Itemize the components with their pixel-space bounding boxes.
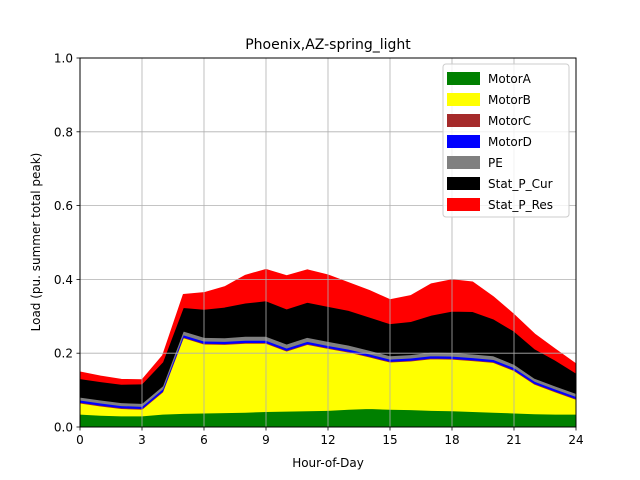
x-tick-label: 21 bbox=[506, 433, 521, 447]
x-tick-label: 3 bbox=[138, 433, 146, 447]
y-tick-label: 0.0 bbox=[54, 421, 73, 435]
chart-title: Phoenix,AZ-spring_light bbox=[245, 37, 411, 53]
legend-swatch-motorb bbox=[447, 93, 480, 106]
x-tick-label: 6 bbox=[200, 433, 208, 447]
x-axis-label: Hour-of-Day bbox=[292, 456, 364, 470]
x-tick-label: 24 bbox=[568, 433, 583, 447]
legend-swatch-stat-p-res bbox=[447, 198, 480, 211]
legend-swatch-motord bbox=[447, 135, 480, 148]
legend-swatch-stat-p-cur bbox=[447, 177, 480, 190]
y-tick-label: 0.6 bbox=[54, 199, 73, 213]
x-tick-label: 12 bbox=[320, 433, 335, 447]
x-axis-ticks: 0 3 6 9 12 15 18 21 24 bbox=[76, 427, 584, 447]
y-tick-label: 0.4 bbox=[54, 273, 73, 287]
legend-label-motorc: MotorC bbox=[488, 114, 531, 128]
y-axis-label: Load (pu. summer total peak) bbox=[29, 153, 43, 332]
legend-label-motord: MotorD bbox=[488, 135, 532, 149]
y-tick-label: 0.2 bbox=[54, 347, 73, 361]
legend: MotorA MotorB MotorC MotorD PE Stat_P_Cur Stat… bbox=[442, 63, 570, 218]
y-tick-label: 1.0 bbox=[54, 52, 73, 66]
y-tick-label: 0.8 bbox=[54, 125, 73, 139]
x-tick-label: 0 bbox=[76, 433, 84, 447]
legend-label-stat-p-cur: Stat_P_Cur bbox=[488, 177, 553, 191]
y-axis-ticks: 0.0 0.2 0.4 0.6 0.8 1.0 bbox=[54, 52, 80, 435]
x-tick-label: 15 bbox=[382, 433, 397, 447]
legend-label-pe: PE bbox=[488, 156, 503, 170]
legend-swatch-pe bbox=[447, 156, 480, 169]
x-tick-label: 9 bbox=[262, 433, 270, 447]
legend-swatch-motorc bbox=[447, 114, 480, 127]
legend-label-motorb: MotorB bbox=[488, 93, 531, 107]
legend-swatch-motora bbox=[447, 72, 480, 85]
x-tick-label: 18 bbox=[444, 433, 459, 447]
legend-label-motora: MotorA bbox=[488, 72, 532, 86]
legend-label-stat-p-res: Stat_P_Res bbox=[488, 198, 553, 212]
